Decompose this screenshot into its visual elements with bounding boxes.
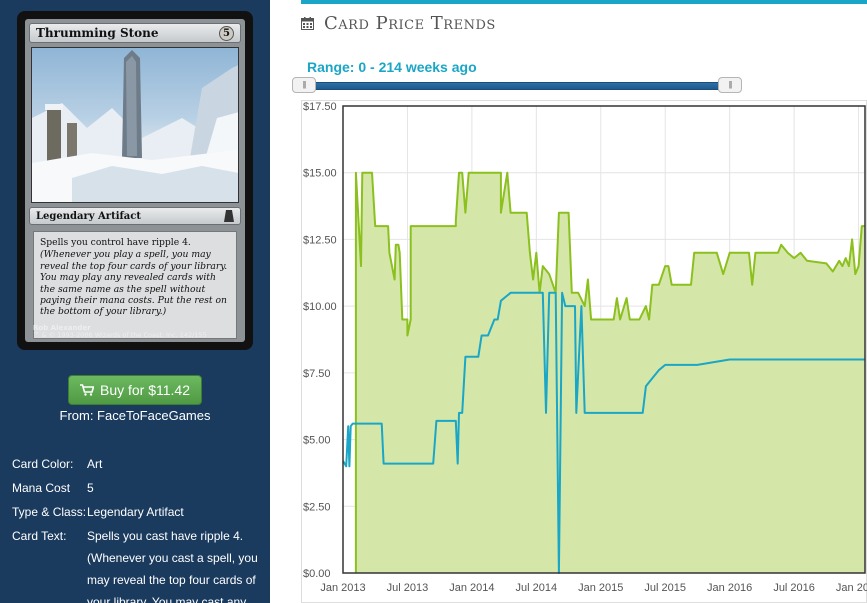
x-tick-label: Jan 2017 [836,582,867,594]
card-inner: Thrumming Stone 5 Legendary [25,19,245,342]
range-slider-handle-min[interactable]: ||| [292,77,316,93]
y-tick-label: $17.50 [303,101,337,113]
range-slider-handle-max[interactable]: ||| [718,77,742,93]
section-title: Card Price Trends [324,12,496,34]
card-type-line: Legendary Artifact [36,210,141,222]
card-rules-text: Spells you control have ripple 4. [40,237,191,248]
y-tick-label: $2.50 [303,501,331,513]
detail-row-color: Card Color: Art [12,452,262,476]
y-tick-label: $7.50 [303,368,331,380]
card-credit: Rob Alexander ™ & © 1993-2006 Wizards of… [33,325,207,339]
y-tick-label: $0.00 [303,568,331,580]
x-tick-label: Jan 2016 [707,582,752,594]
range-label: Range: 0 - 214 weeks ago [307,59,477,75]
grip-icon: ||| [302,80,306,89]
card-art-illustration [32,50,238,202]
card-image[interactable]: Thrumming Stone 5 Legendary [17,11,253,350]
x-tick-label: Jan 2013 [320,582,365,594]
set-symbol-icon [224,210,234,222]
detail-value: Art [87,457,103,471]
detail-label: Mana Cost [12,481,71,495]
detail-row-type: Type & Class: Legendary Artifact [12,500,262,524]
series-line-1 [342,291,865,574]
y-tick-label: $12.50 [303,234,337,246]
buy-button-label: Buy for $11.42 [99,382,191,398]
detail-label: Card Color: [12,457,74,471]
grip-icon: ||| [728,80,732,89]
y-tick-label: $5.00 [303,435,331,447]
section-heading: Card Price Trends [301,12,496,34]
detail-value: Spells you cast have ripple 4. (Whenever… [87,529,258,603]
series-line-0 [354,171,865,573]
y-tick-label: $10.00 [303,301,337,313]
card-text-box: Spells you control have ripple 4. (Whene… [33,231,237,339]
card-copyright: ™ & © 1993-2006 Wizards of the Coast, In… [33,331,207,339]
x-tick-label: Jan 2014 [449,582,494,594]
calendar-icon [301,16,314,30]
x-tick-label: Jul 2014 [516,582,558,594]
x-tick-label: Jul 2016 [773,582,815,594]
top-accent-rule [301,0,867,4]
seller-name: From: FaceToFaceGames [59,408,211,423]
detail-value: 5 [87,481,94,495]
detail-label: Card Text: [12,529,67,543]
y-tick-label: $15.00 [303,168,337,180]
card-type-bar: Legendary Artifact [29,207,241,225]
card-mana-cost: 5 [219,25,234,41]
card-name: Thrumming Stone [36,26,159,40]
buy-button[interactable]: Buy for $11.42 [68,375,202,405]
sidebar: Thrumming Stone 5 Legendary [0,0,270,603]
detail-label: Type & Class: [12,505,87,519]
detail-value: Legendary Artifact [87,505,184,519]
card-artist: Rob Alexander [33,324,91,332]
x-tick-label: Jul 2013 [387,582,429,594]
detail-row-card-text: Card Text: Spells you cast have ripple 4… [12,524,262,603]
card-reminder-text: (Whenever you play a spell, you may reve… [40,249,228,318]
plot-border [342,105,866,574]
card-art [31,47,239,203]
detail-row-mana-cost: Mana Cost 5 [12,476,262,500]
shopping-cart-icon [79,384,94,396]
card-details: Card Color: Art Mana Cost 5 Type & Class… [12,452,262,603]
price-trend-chart: $0.00 $2.50 $5.00 $7.50 $10.00 $12.50 $15.00 $1… [301,100,867,603]
x-tick-label: Jul 2015 [644,582,686,594]
range-slider-track[interactable] [302,82,738,90]
price-chart-svg: $0.00 $2.50 $5.00 $7.50 $10.00 $12.50 $15.00 $1… [301,100,867,603]
card-title-bar: Thrumming Stone 5 [29,23,241,43]
series-area-fill [355,172,865,573]
x-tick-label: Jan 2015 [578,582,623,594]
